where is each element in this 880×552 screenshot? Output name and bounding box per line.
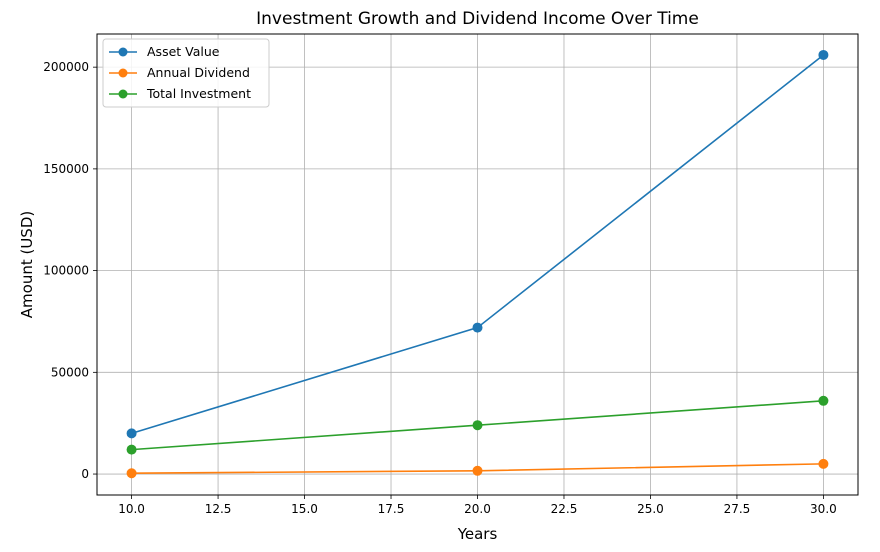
- data-point: [472, 420, 483, 431]
- x-tick-label: 30.0: [810, 502, 837, 516]
- data-point: [818, 458, 829, 469]
- data-point: [126, 428, 137, 439]
- x-tick-label: 15.0: [291, 502, 318, 516]
- x-tick-label: 22.5: [551, 502, 578, 516]
- y-tick-label: 50000: [51, 365, 89, 379]
- x-axis-label: Years: [457, 525, 498, 543]
- x-tick-label: 10.0: [118, 502, 145, 516]
- series-group: [126, 49, 829, 479]
- chart-title: Investment Growth and Dividend Income Ov…: [256, 9, 699, 29]
- legend-marker: [118, 68, 128, 78]
- x-tick-label: 12.5: [205, 502, 232, 516]
- legend-box: [102, 38, 270, 108]
- x-tick-label: 17.5: [378, 502, 405, 516]
- data-point: [126, 468, 137, 479]
- data-point: [818, 395, 829, 406]
- legend-label: Asset Value: [147, 44, 220, 59]
- y-axis-label: Amount (USD): [18, 211, 36, 318]
- legend-marker: [118, 89, 128, 99]
- data-point: [472, 465, 483, 476]
- y-tick-label: 0: [81, 467, 89, 481]
- axis-ticks: 10.0 12.5 15.0 17.5 20.0 22.5 25.0 27.5 30.0 0 500…: [43, 60, 837, 516]
- x-tick-label: 25.0: [637, 502, 664, 516]
- legend: Asset Value Annual Dividend Total Investme…: [102, 38, 270, 108]
- x-tick-label: 27.5: [724, 502, 751, 516]
- y-tick-label: 200000: [43, 60, 89, 74]
- data-point: [126, 444, 137, 455]
- y-tick-label: 150000: [43, 162, 89, 176]
- data-point: [472, 322, 483, 333]
- legend-label: Total Investment: [146, 86, 251, 101]
- data-point: [818, 49, 829, 60]
- y-tick-label: 100000: [43, 264, 89, 278]
- legend-marker: [118, 47, 128, 57]
- x-tick-label: 20.0: [464, 502, 491, 516]
- legend-label: Annual Dividend: [147, 65, 250, 80]
